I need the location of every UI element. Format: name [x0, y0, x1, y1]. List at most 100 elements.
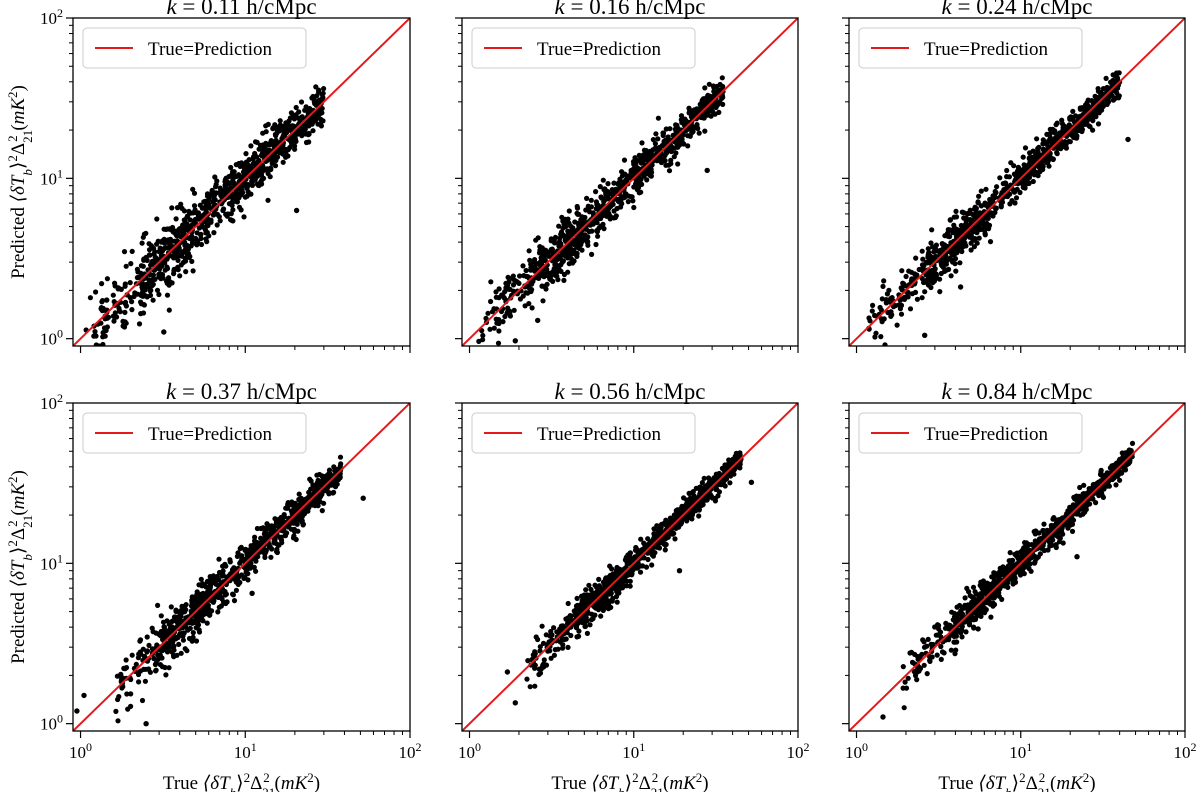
data-point — [195, 622, 202, 628]
data-point — [609, 566, 615, 572]
outlier-point — [748, 479, 755, 485]
data-point — [886, 287, 892, 293]
data-point — [189, 258, 195, 264]
outlier-point — [249, 590, 255, 596]
axis-ticks — [455, 17, 799, 353]
data-point — [672, 524, 678, 531]
data-point — [624, 174, 631, 180]
data-point — [604, 213, 610, 219]
data-point — [93, 333, 99, 339]
data-point — [150, 297, 156, 303]
data-point — [244, 193, 250, 199]
data-point — [596, 576, 602, 583]
data-point — [889, 295, 895, 301]
data-point — [706, 81, 712, 87]
data-point — [169, 224, 176, 231]
data-point — [173, 216, 179, 222]
data-point — [1104, 97, 1110, 103]
legend-label: True=Prediction — [924, 39, 1049, 60]
data-point — [171, 654, 177, 660]
data-point — [277, 118, 283, 124]
data-point — [213, 184, 219, 190]
data-point — [673, 150, 679, 156]
data-point — [587, 622, 593, 628]
data-point — [952, 256, 959, 262]
data-point — [583, 597, 589, 604]
data-point — [644, 177, 650, 183]
data-point — [662, 536, 668, 542]
data-point — [216, 604, 222, 610]
data-point — [584, 195, 590, 201]
data-point — [159, 238, 165, 244]
data-point — [241, 214, 247, 220]
data-point — [316, 87, 322, 93]
data-point — [532, 683, 538, 689]
data-point — [196, 225, 202, 231]
data-point — [1028, 170, 1034, 176]
data-point — [87, 295, 93, 301]
data-point — [959, 248, 965, 255]
data-point — [1087, 124, 1093, 130]
data-point — [898, 285, 904, 291]
data-point — [686, 105, 692, 111]
data-point — [189, 594, 195, 600]
data-point — [937, 289, 943, 295]
data-point — [1013, 195, 1020, 201]
data-point — [686, 110, 692, 116]
data-point — [266, 532, 272, 538]
data-point — [603, 196, 609, 202]
data-point — [993, 190, 999, 196]
data-point — [527, 684, 533, 690]
data-point — [714, 103, 720, 109]
data-point — [301, 511, 308, 517]
data-point — [1070, 131, 1076, 137]
data-point — [146, 247, 153, 253]
data-point — [241, 169, 247, 175]
data-point — [548, 628, 554, 635]
data-point — [1004, 167, 1010, 174]
data-point — [602, 576, 609, 582]
data-point — [653, 131, 659, 137]
data-point — [223, 591, 229, 597]
data-point — [1047, 126, 1053, 132]
data-point — [1034, 136, 1040, 142]
data-point — [925, 254, 931, 260]
data-point — [302, 126, 308, 132]
data-point — [243, 151, 249, 157]
data-point — [1024, 175, 1030, 182]
data-point — [296, 496, 302, 503]
data-point — [215, 609, 221, 615]
data-point — [319, 105, 325, 112]
data-point — [331, 489, 337, 495]
data-point — [1117, 477, 1123, 483]
data-point — [191, 203, 198, 209]
data-point — [994, 184, 1000, 190]
data-point — [881, 278, 887, 284]
data-point — [280, 159, 286, 165]
data-point — [573, 625, 580, 631]
data-point — [191, 190, 198, 196]
data-point — [957, 260, 963, 266]
data-point — [494, 320, 500, 326]
data-point — [630, 198, 636, 204]
data-point — [689, 130, 695, 136]
data-point — [663, 126, 669, 132]
data-point — [583, 617, 589, 624]
data-point — [533, 237, 539, 243]
data-point — [182, 646, 188, 652]
data-point — [1044, 139, 1050, 145]
data-point — [999, 199, 1005, 205]
data-point — [299, 114, 305, 120]
data-point — [702, 128, 708, 134]
data-point — [178, 262, 184, 268]
data-point — [151, 655, 157, 662]
data-point — [974, 240, 980, 246]
data-point — [217, 218, 223, 224]
data-point — [651, 544, 658, 550]
data-point — [668, 157, 674, 163]
data-point — [963, 222, 969, 228]
true-prediction-line — [849, 18, 1185, 346]
data-point — [978, 188, 984, 194]
data-point — [141, 301, 147, 308]
